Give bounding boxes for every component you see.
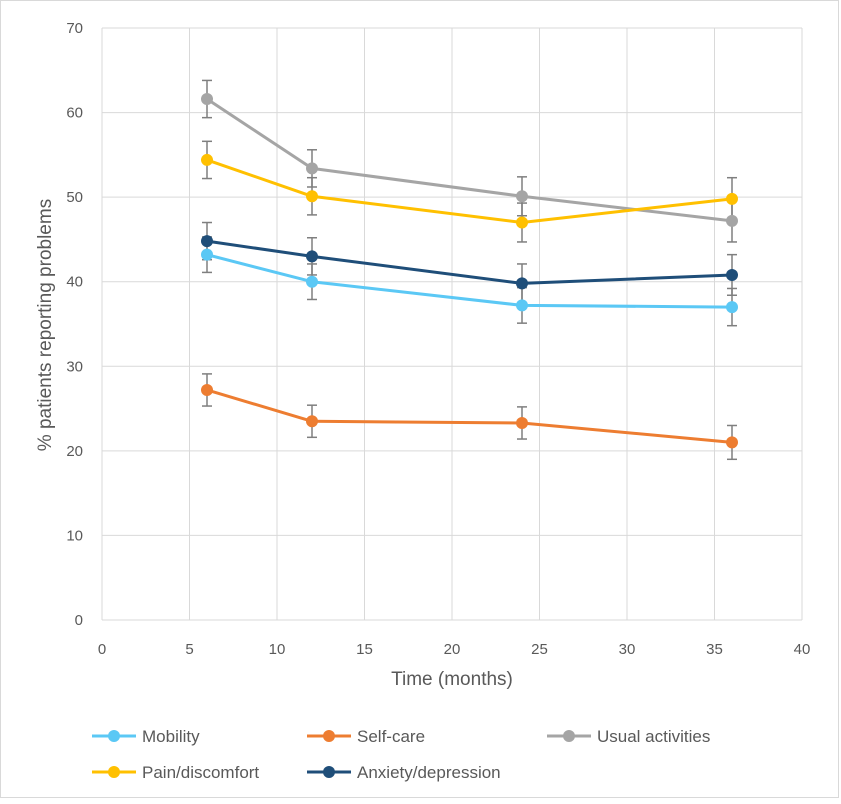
- data-point-self-care: [201, 383, 213, 396]
- x-tick-label: 0: [98, 641, 106, 658]
- error-bars: [202, 79, 737, 461]
- y-tick-label: 10: [66, 527, 83, 544]
- legend-swatch-marker: [323, 766, 335, 778]
- x-tick-label: 5: [185, 641, 193, 658]
- x-axis-title: Time (months): [391, 669, 513, 690]
- x-tick-label: 10: [269, 641, 286, 658]
- data-point-pain-discomfort: [726, 192, 738, 205]
- legend-label: Self-care: [357, 727, 425, 746]
- series-line-usual-activities: [206, 97, 733, 223]
- legend-label: Pain/discomfort: [142, 763, 259, 782]
- gridlines: [101, 27, 803, 621]
- x-tick-label: 25: [531, 641, 548, 658]
- x-tick-label: 15: [356, 641, 373, 658]
- legend: Mobility Self-care Usual activities Pain/di…: [92, 727, 710, 782]
- data-point-self-care: [726, 436, 738, 449]
- x-tick-label: 40: [794, 641, 811, 658]
- data-point-pain-discomfort: [201, 153, 213, 166]
- series-lines: [206, 97, 733, 444]
- data-point-usual-activities: [516, 190, 528, 203]
- legend-label: Anxiety/depression: [357, 763, 501, 782]
- x-tick-label: 35: [706, 641, 723, 658]
- x-tick-label: 20: [444, 641, 461, 658]
- y-axis-ticks: 0 10 20 30 40 50 60 70: [66, 20, 83, 629]
- series-line-anxiety-depression: [206, 239, 733, 285]
- data-point-anxiety-depression: [726, 268, 738, 281]
- legend-item-mobility: Mobility: [92, 727, 200, 746]
- legend-item-self-care: Self-care: [307, 727, 425, 746]
- y-tick-label: 70: [66, 20, 83, 37]
- legend-swatch-marker: [323, 730, 335, 742]
- y-tick-label: 40: [66, 274, 83, 291]
- legend-label: Mobility: [142, 727, 200, 746]
- y-tick-label: 20: [66, 443, 83, 460]
- legend-swatch-marker: [563, 730, 575, 742]
- data-point-mobility: [201, 248, 213, 261]
- data-point-usual-activities: [726, 214, 738, 227]
- y-tick-label: 50: [66, 189, 83, 206]
- data-point-mobility: [306, 275, 318, 288]
- series-points: [201, 93, 738, 449]
- data-point-mobility: [516, 299, 528, 312]
- x-tick-label: 30: [619, 641, 636, 658]
- y-tick-label: 30: [66, 358, 83, 375]
- data-point-pain-discomfort: [306, 190, 318, 203]
- legend-item-pain-discomfort: Pain/discomfort: [92, 763, 259, 782]
- data-point-anxiety-depression: [201, 235, 213, 248]
- data-point-self-care: [516, 416, 528, 429]
- legend-label: Usual activities: [597, 727, 710, 746]
- legend-item-usual-activities: Usual activities: [547, 727, 710, 746]
- series-line-self-care: [206, 388, 733, 444]
- y-axis-title: % patients reporting problems: [35, 199, 56, 451]
- data-point-anxiety-depression: [306, 250, 318, 263]
- data-point-anxiety-depression: [516, 277, 528, 290]
- legend-swatch-marker: [108, 730, 120, 742]
- data-point-usual-activities: [306, 162, 318, 175]
- data-point-pain-discomfort: [516, 216, 528, 229]
- legend-item-anxiety-depression: Anxiety/depression: [307, 763, 501, 782]
- y-tick-label: 0: [75, 612, 83, 629]
- y-tick-label: 60: [66, 105, 83, 122]
- data-point-mobility: [726, 301, 738, 314]
- legend-swatch-marker: [108, 766, 120, 778]
- x-axis-ticks: 0 5 10 15 20 25 30 35 40: [98, 641, 811, 658]
- data-point-usual-activities: [201, 93, 213, 106]
- series-line-pain-discomfort: [206, 158, 733, 225]
- data-point-self-care: [306, 415, 318, 428]
- series-line-mobility: [206, 253, 733, 309]
